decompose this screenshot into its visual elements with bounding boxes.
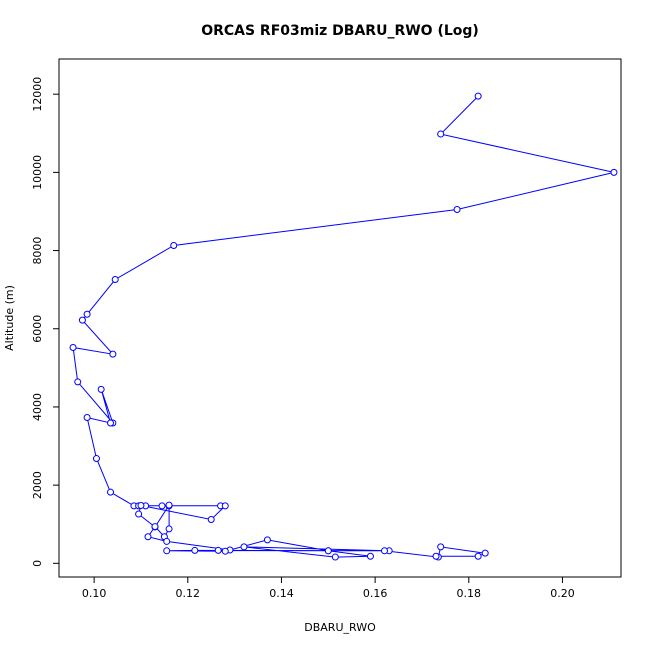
data-point — [69, 344, 77, 352]
data-point — [221, 547, 229, 555]
data-point — [109, 350, 117, 358]
data-point — [474, 92, 482, 100]
y-tick-label: 12000 — [31, 77, 44, 112]
data-point — [107, 419, 115, 427]
data-point — [380, 547, 388, 555]
data-point — [331, 553, 339, 561]
data-point — [74, 378, 82, 386]
y-tick-label: 10000 — [31, 155, 44, 190]
data-point — [263, 536, 271, 544]
data-point — [221, 502, 229, 510]
data-point — [137, 501, 145, 509]
y-tick-label: 4000 — [31, 393, 44, 421]
data-point — [107, 488, 115, 496]
data-point — [165, 501, 173, 509]
data-point — [97, 385, 105, 393]
data-point — [83, 310, 91, 318]
chart-title: ORCAS RF03miz DBARU_RWO (Log) — [201, 23, 479, 39]
x-axis-label: DBARU_RWO — [304, 621, 376, 634]
x-axis: 0.10 0.12 0.14 0.16 0.18 0.20 — [82, 577, 575, 600]
data-point — [163, 537, 171, 545]
y-tick-label: 8000 — [31, 237, 44, 265]
data-point — [453, 206, 461, 214]
data-point — [610, 168, 618, 176]
data-point — [474, 552, 482, 560]
plot-frame — [58, 58, 622, 578]
data-point — [165, 525, 173, 533]
x-tick-label: 0.18 — [457, 587, 482, 600]
data-point — [207, 516, 215, 524]
data-point — [135, 510, 143, 518]
data-point — [191, 546, 199, 554]
data-point — [481, 549, 489, 557]
x-tick-label: 0.14 — [269, 587, 294, 600]
y-tick-label: 0 — [31, 560, 44, 567]
series-points — [69, 92, 618, 561]
data-point — [111, 275, 119, 283]
data-point — [324, 547, 332, 555]
data-point — [214, 546, 222, 554]
data-point — [170, 241, 178, 249]
data-point — [144, 533, 152, 541]
y-tick-label: 6000 — [31, 315, 44, 343]
series-line — [72, 95, 615, 558]
data-point — [158, 502, 166, 510]
data-point — [78, 316, 86, 324]
data-point — [92, 455, 100, 463]
data-point — [83, 413, 91, 421]
data-point — [437, 130, 445, 138]
data-point — [240, 543, 248, 551]
data-point — [366, 552, 374, 560]
y-axis-label: Altitude (m) — [3, 285, 16, 351]
x-tick-label: 0.20 — [550, 587, 575, 600]
x-tick-label: 0.16 — [363, 587, 388, 600]
data-point — [437, 543, 445, 551]
x-tick-label: 0.10 — [82, 587, 107, 600]
x-tick-label: 0.12 — [176, 587, 201, 600]
data-point — [151, 523, 159, 531]
data-point — [432, 552, 440, 560]
data-point — [163, 547, 171, 555]
y-axis: 0 2000 4000 6000 8000 10000 12000 — [31, 77, 59, 567]
y-tick-label: 2000 — [31, 471, 44, 499]
